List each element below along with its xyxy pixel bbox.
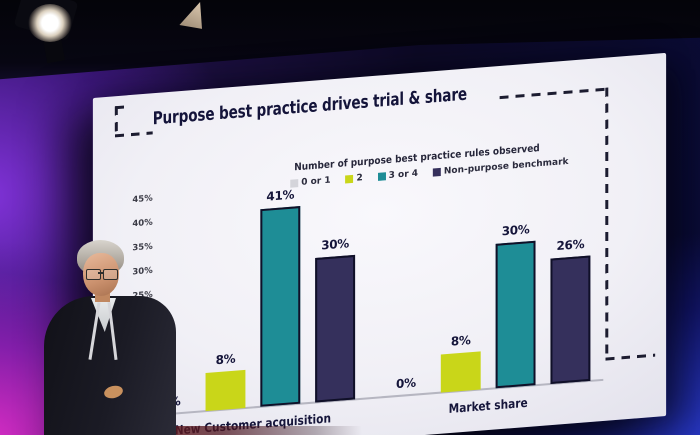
bar [315, 254, 356, 403]
legend-item: 3 or 4 [377, 168, 418, 182]
bar [550, 255, 591, 384]
stage-floor [52, 426, 362, 435]
speaker-glasses [86, 269, 120, 280]
y-axis-tick: 45% [132, 193, 153, 206]
speaker-glasses-bridge [98, 272, 104, 274]
speaker [44, 238, 176, 435]
bar-value-label: 8% [215, 351, 236, 368]
speaker-face [83, 253, 119, 296]
legend-item-label: 2 [356, 173, 363, 184]
legend-swatch-icon [377, 172, 386, 181]
bar-value-label: 8% [450, 333, 471, 349]
bar [495, 240, 536, 389]
legend-item: 2 [345, 173, 363, 184]
legend-item-label: 0 or 1 [301, 175, 331, 188]
bar [260, 206, 301, 407]
presentation-slide: Purpose best practice drives trial & sha… [92, 52, 667, 435]
title-dash-trail [499, 87, 608, 99]
stage-light [10, 0, 100, 72]
dash-border-right [605, 87, 608, 360]
speaker-neck [95, 291, 110, 302]
bar-value-label: 41% [266, 187, 295, 204]
speaker-glasses-right-lens [103, 269, 118, 280]
legend-item-label: 3 or 4 [388, 168, 418, 182]
title-dash-bracket-left [114, 106, 118, 135]
stage-light-glow [28, 4, 72, 42]
dash-border-bottom [605, 353, 656, 361]
bar [205, 369, 246, 412]
title-dash-lead [114, 131, 153, 137]
legend-swatch-icon [432, 167, 441, 177]
y-axis-tick: 40% [132, 217, 153, 230]
speaker-glasses-left-lens [86, 269, 101, 280]
bar-value-label: 30% [321, 236, 350, 253]
slide-title: Purpose best practice drives trial & sha… [152, 84, 467, 130]
legend-swatch-icon [345, 174, 354, 184]
bar-value-label: 30% [501, 222, 530, 239]
bar [440, 351, 481, 393]
bar-value-label: 26% [556, 236, 585, 254]
bar-value-label: 0% [396, 375, 416, 392]
